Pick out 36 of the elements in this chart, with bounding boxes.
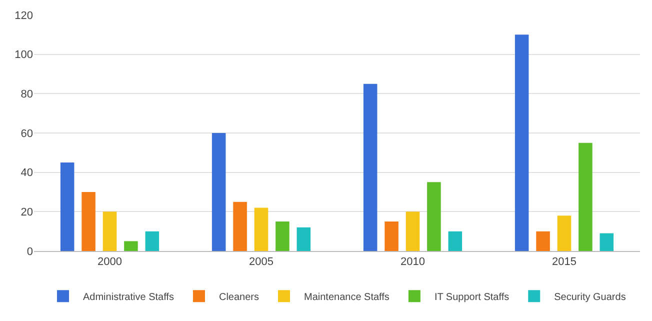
- legend-label: Security Guards: [554, 292, 626, 304]
- bar: [448, 231, 462, 251]
- x-tick-label: 2005: [249, 256, 274, 268]
- bar: [600, 233, 614, 251]
- x-tick-label: 2000: [98, 256, 122, 268]
- bar: [384, 222, 398, 251]
- bar: [145, 231, 160, 251]
- bar: [212, 133, 226, 251]
- legend-label: Maintenance Staffs: [304, 292, 390, 304]
- bar: [276, 222, 290, 251]
- y-tick-label: 0: [26, 246, 33, 258]
- bar: [124, 241, 138, 251]
- bar: [427, 182, 441, 251]
- bar: [536, 231, 550, 251]
- y-tick-label: 60: [20, 128, 33, 140]
- y-tick-label: 20: [20, 206, 33, 219]
- y-tick-label: 40: [20, 167, 33, 180]
- bar: [296, 227, 311, 251]
- bar: [254, 208, 268, 251]
- legend-label: Administrative Staffs: [83, 292, 174, 304]
- x-tick-label: 2015: [552, 256, 576, 268]
- bar: [82, 192, 96, 251]
- bar: [514, 34, 529, 251]
- y-tick-label: 80: [20, 88, 33, 101]
- bar: [60, 162, 74, 251]
- bar: [102, 212, 117, 251]
- y-tick-label: 120: [14, 10, 33, 22]
- legend-label: IT Support Staffs: [434, 292, 510, 304]
- bar: [233, 202, 247, 251]
- x-tick-label: 2010: [400, 256, 425, 268]
- bar: [406, 212, 420, 251]
- bar: [557, 216, 572, 251]
- bar: [578, 142, 592, 251]
- y-tick-label: 100: [14, 49, 33, 62]
- legend-label: Cleaners: [218, 292, 259, 304]
- bar: [363, 84, 378, 251]
